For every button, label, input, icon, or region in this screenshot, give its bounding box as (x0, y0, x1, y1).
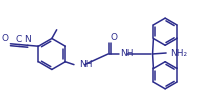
Text: C: C (16, 35, 22, 44)
Text: NH₂: NH₂ (170, 49, 187, 57)
Text: NH: NH (120, 50, 133, 59)
Text: O: O (111, 33, 118, 42)
Text: NH: NH (79, 60, 92, 69)
Text: N: N (24, 35, 31, 44)
Text: O: O (1, 34, 9, 43)
